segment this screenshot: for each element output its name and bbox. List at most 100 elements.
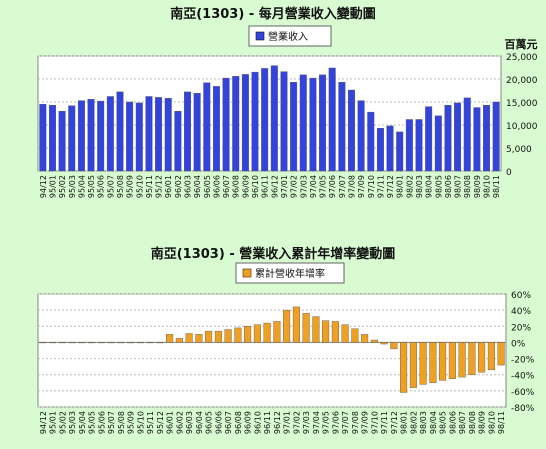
revenue-x-tick-label: 98/05 (434, 175, 443, 198)
revenue-bar (396, 131, 404, 172)
revenue-x-tick-label: 98/02 (405, 175, 414, 198)
growth-bar (224, 329, 232, 343)
growth-bar (380, 342, 388, 345)
revenue-bar (328, 67, 336, 172)
revenue-x-tick-label: 96/10 (251, 175, 260, 198)
growth-x-tick-label: 95/05 (88, 411, 97, 434)
growth-bar (185, 333, 193, 343)
revenue-x-tick-label: 95/05 (87, 175, 96, 198)
revenue-bar (184, 91, 191, 172)
revenue-x-tick-label: 95/07 (106, 175, 115, 198)
growth-x-tick-label: 97/02 (292, 411, 301, 434)
revenue-y-tick-label: 5,000 (506, 145, 532, 155)
growth-y-tick-label: 40% (511, 307, 531, 317)
revenue-bar (405, 119, 413, 172)
growth-bar (409, 342, 417, 388)
revenue-bar (415, 119, 423, 172)
growth-x-tick-label: 98/06 (448, 411, 457, 434)
revenue-x-tick-label: 98/10 (483, 175, 492, 198)
growth-bar (322, 320, 330, 343)
growth-x-tick-label: 95/01 (49, 411, 58, 434)
revenue-legend-label: 營業收入 (268, 30, 308, 43)
growth-bar (458, 342, 466, 378)
growth-bar (497, 342, 505, 366)
revenue-bar (290, 82, 298, 172)
growth-bar (390, 342, 398, 350)
revenue-bar (203, 82, 211, 172)
growth-x-tick-label: 95/07 (107, 411, 116, 434)
growth-bar (58, 342, 66, 344)
revenue-x-tick-label: 96/03 (184, 175, 193, 198)
revenue-bar (319, 74, 327, 172)
revenue-bar (39, 104, 47, 172)
revenue-unit-label: 百萬元 (505, 37, 538, 51)
revenue-bar (492, 101, 500, 172)
revenue-y-tick-label: 20,000 (506, 76, 538, 86)
revenue-x-tick-label: 95/04 (77, 175, 86, 198)
growth-x-tick-label: 97/05 (322, 411, 331, 434)
growth-bar (127, 342, 135, 344)
revenue-x-tick-label: 97/08 (347, 175, 356, 198)
revenue-x-tick-label: 96/07 (222, 175, 231, 198)
growth-x-tick-label: 98/10 (487, 411, 496, 434)
growth-y-tick-label: -60% (511, 388, 535, 398)
growth-x-tick-label: 94/12 (39, 411, 48, 434)
revenue-y-tick-label: 25,000 (506, 53, 538, 63)
revenue-bar (116, 91, 124, 172)
revenue-bar (357, 100, 365, 172)
revenue-bar (473, 107, 481, 172)
growth-bar (107, 342, 115, 344)
growth-legend-label: 累計營收年增率 (255, 267, 325, 280)
revenue-x-tick-label: 97/11 (376, 175, 385, 198)
revenue-x-tick-label: 95/12 (155, 175, 164, 198)
growth-x-tick-label: 97/06 (331, 411, 340, 434)
growth-y-tick-label: 20% (511, 323, 531, 333)
revenue-plot-background (37, 55, 502, 172)
growth-x-tick-label: 98/03 (419, 411, 428, 434)
growth-y-tick-label: -40% (511, 372, 535, 382)
growth-bar (156, 342, 164, 344)
revenue-y-tick-label: 10,000 (506, 122, 538, 132)
growth-bar (166, 334, 174, 343)
growth-bar (312, 316, 320, 343)
growth-x-tick-label: 96/01 (166, 411, 175, 434)
revenue-x-tick-label: 96/04 (193, 175, 202, 198)
growth-legend: 累計營收年增率 (235, 262, 345, 284)
growth-bar (214, 330, 222, 343)
growth-x-tick-label: 96/04 (195, 411, 204, 434)
growth-x-tick-label: 95/02 (58, 411, 67, 434)
revenue-x-tick-label: 98/04 (425, 175, 434, 198)
revenue-x-tick-label: 95/10 (135, 175, 144, 198)
growth-x-tick-label: 96/08 (234, 411, 243, 434)
growth-x-tick-label: 98/02 (409, 411, 418, 434)
revenue-x-tick-label: 97/12 (386, 175, 395, 198)
revenue-x-tick-label: 96/12 (270, 175, 279, 198)
growth-bar (39, 342, 47, 344)
growth-bar (175, 338, 183, 343)
revenue-bar (444, 105, 452, 172)
growth-plot-area: -80%-60%-40%-20%0%20%40%60%94/12 95/01 95/… (37, 291, 535, 434)
growth-x-tick-label: 98/04 (429, 411, 438, 434)
revenue-bar (135, 102, 143, 172)
growth-bar (195, 334, 203, 343)
growth-x-tick-label: 95/10 (136, 411, 145, 434)
growth-bar (146, 342, 154, 344)
revenue-bar (77, 100, 85, 172)
growth-bar (478, 342, 486, 373)
growth-x-tick-label: 98/11 (497, 411, 506, 434)
growth-x-tick-label: 98/05 (439, 411, 448, 434)
revenue-x-tick-label: 96/08 (232, 175, 241, 198)
growth-bar (283, 309, 291, 343)
revenue-chart-title: 南亞(1303) - 每月營業收入變動圖 (170, 6, 376, 22)
growth-x-tick-label: 97/12 (390, 411, 399, 434)
growth-y-tick-label: -80% (511, 404, 535, 414)
revenue-x-tick-label: 97/05 (319, 175, 328, 198)
growth-y-tick-label: 0% (511, 339, 526, 349)
revenue-bar (241, 74, 249, 172)
growth-x-tick-label: 95/08 (117, 411, 126, 434)
revenue-bar (222, 77, 230, 172)
growth-x-tick-label: 95/03 (68, 411, 77, 434)
revenue-bar (232, 76, 240, 172)
growth-x-tick-label: 97/11 (380, 411, 389, 434)
growth-bar (234, 327, 242, 343)
